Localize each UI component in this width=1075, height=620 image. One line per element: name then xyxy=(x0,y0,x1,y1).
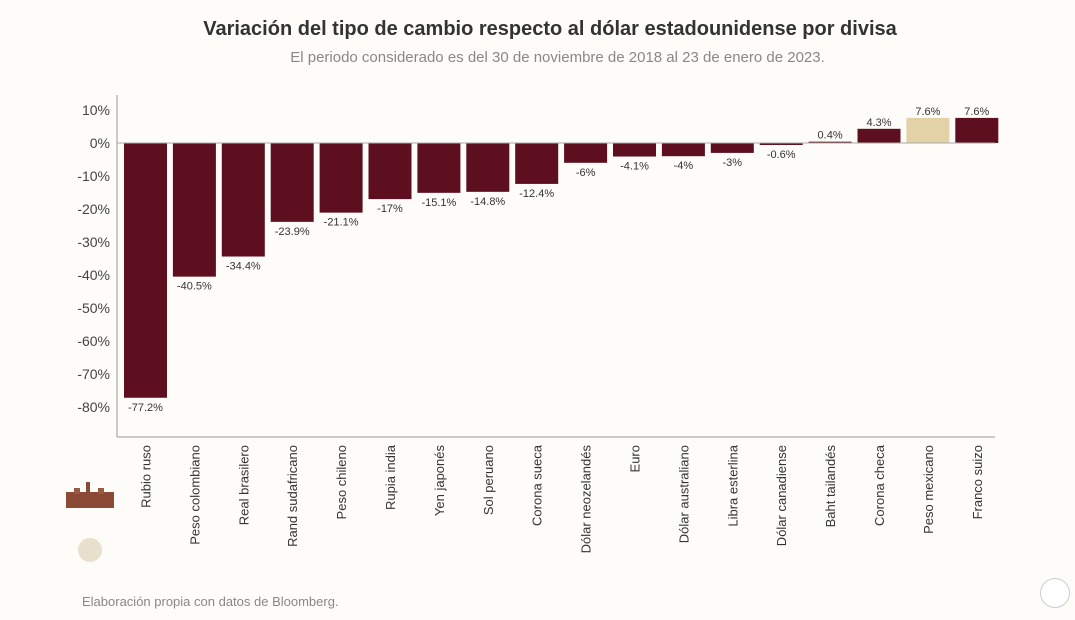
data-label: -77.2% xyxy=(128,402,163,414)
x-tick-label: Corona checa xyxy=(872,444,887,526)
data-label: -40.5% xyxy=(177,281,212,293)
y-tick-label: -80% xyxy=(77,399,110,415)
x-tick-label: Sol peruano xyxy=(481,445,496,515)
bar xyxy=(710,143,754,153)
data-label: 7.6% xyxy=(915,106,940,118)
bar xyxy=(368,143,412,200)
seal-icon xyxy=(78,538,102,562)
bar xyxy=(466,143,510,192)
y-tick-label: -20% xyxy=(77,201,110,217)
x-tick-label: Franco suizo xyxy=(970,445,985,519)
data-label: -12.4% xyxy=(519,188,554,200)
x-tick-label: Libra esterlina xyxy=(725,444,740,526)
bar xyxy=(955,117,999,143)
bar xyxy=(906,117,950,143)
x-tick-label: Baht tailandés xyxy=(823,445,838,528)
y-tick-label: -30% xyxy=(77,234,110,250)
x-tick-label: Peso mexicano xyxy=(921,445,936,534)
bar xyxy=(270,143,314,222)
data-label: 0.4% xyxy=(818,130,843,142)
x-tick-label: Yen japonés xyxy=(432,445,447,517)
data-label: -6% xyxy=(576,167,596,179)
x-tick-label: Rand sudafricano xyxy=(285,445,300,547)
x-tick-label: Dólar australiano xyxy=(676,445,691,543)
bar xyxy=(564,143,608,163)
source-note: Elaboración propia con datos de Bloomber… xyxy=(82,594,339,609)
data-label: 7.6% xyxy=(964,106,989,118)
data-label: -15.1% xyxy=(421,197,456,209)
y-tick-label: -40% xyxy=(77,267,110,283)
bar xyxy=(808,141,852,144)
bar xyxy=(613,143,656,157)
chart-subtitle: El periodo considerado es del 30 de novi… xyxy=(290,49,825,66)
data-label: -3% xyxy=(723,157,743,169)
data-label: -23.9% xyxy=(275,226,310,238)
bar xyxy=(759,143,803,145)
data-label: -21.1% xyxy=(324,217,359,229)
broadcast-logo-icon xyxy=(1040,578,1070,608)
data-label: -4.1% xyxy=(620,161,649,173)
data-label: -17% xyxy=(377,203,403,215)
y-tick-label: -10% xyxy=(77,168,110,184)
x-tick-label: Peso colombiano xyxy=(187,445,202,545)
x-tick-label: Dólar neozelandés xyxy=(579,445,594,554)
data-label: -0.6% xyxy=(767,149,796,161)
x-tick-label: Euro xyxy=(628,445,643,472)
x-tick-label: Peso chileno xyxy=(334,445,349,519)
y-tick-label: 10% xyxy=(82,102,110,118)
x-tick-label: Dólar canadiense xyxy=(774,445,789,546)
bar xyxy=(515,143,559,184)
bar xyxy=(857,128,901,143)
bar xyxy=(319,143,363,213)
y-tick-label: 0% xyxy=(90,135,110,151)
data-label: 4.3% xyxy=(866,117,891,129)
bar xyxy=(221,143,265,257)
y-tick-label: -70% xyxy=(77,366,110,382)
data-label: -4% xyxy=(674,160,694,172)
chart-title: Variación del tipo de cambio respecto al… xyxy=(203,18,897,40)
bar xyxy=(661,143,705,157)
x-tick-label: Real brasilero xyxy=(236,445,251,525)
bar xyxy=(417,143,461,193)
data-label: -34.4% xyxy=(226,261,261,273)
government-logo xyxy=(64,480,116,510)
bar xyxy=(172,143,216,277)
bar xyxy=(124,143,167,398)
y-tick-label: -60% xyxy=(77,333,110,349)
y-tick-label: -50% xyxy=(77,300,110,316)
x-tick-label: Corona sueca xyxy=(530,444,545,526)
data-label: -14.8% xyxy=(470,196,505,208)
x-tick-label: Rupia india xyxy=(383,444,398,510)
x-tick-label: Rubio ruso xyxy=(139,445,154,508)
